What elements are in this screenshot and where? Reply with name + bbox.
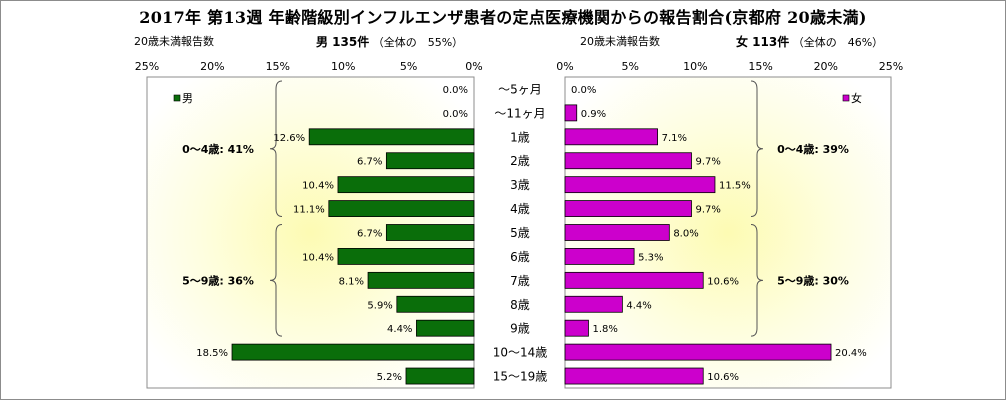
category-label: 1歳 <box>510 130 530 144</box>
male-bar <box>308 128 475 146</box>
right-series-header: 女 113件 （全体の 46%） <box>736 33 883 50</box>
left-axis-tick-label: 25% <box>135 60 159 73</box>
male-bar <box>396 295 475 313</box>
male-bar <box>328 200 475 217</box>
left-axis-tick-label: 10% <box>331 60 355 73</box>
left-axis-tick-label: 15% <box>266 60 290 73</box>
male-data-label: 5.2% <box>377 372 402 383</box>
left-axis-tick-label: 20% <box>200 60 224 73</box>
female-bar <box>564 248 635 265</box>
legend-label-male: 男 <box>182 92 193 105</box>
left-axis-tick-label: 5% <box>400 60 417 73</box>
female-data-label: 0.9% <box>581 109 606 120</box>
right-axis-tick-label: 15% <box>748 60 772 73</box>
left-series-count: 男 135件 <box>316 35 370 49</box>
right-axis-tick-label: 10% <box>683 60 707 73</box>
right-series-count: 女 113件 <box>736 35 790 49</box>
category-label: 8歳 <box>510 298 530 312</box>
female-data-label: 8.0% <box>673 229 698 240</box>
right-axis-tick-label: 25% <box>879 60 903 73</box>
female-data-label: 10.6% <box>707 372 739 383</box>
male-data-label: 8.1% <box>339 276 364 287</box>
male-data-label: 0.0% <box>443 85 468 96</box>
right-group-label: 5〜9歳: 30% <box>777 273 849 287</box>
category-label: 6歳 <box>510 250 530 264</box>
left-group-label: 0〜4歳: 41% <box>182 142 254 156</box>
male-data-label: 0.0% <box>443 109 468 120</box>
male-data-label: 4.4% <box>387 324 412 335</box>
female-data-label: 9.7% <box>695 157 720 168</box>
male-bar <box>385 152 475 170</box>
right-axis-tick-label: 0% <box>556 60 573 73</box>
category-label: 3歳 <box>510 178 530 192</box>
male-data-label: 12.6% <box>273 133 305 144</box>
left-series-share: （全体の 55%） <box>372 36 464 49</box>
right-group-brace <box>750 224 764 337</box>
left-group-brace <box>269 224 283 337</box>
female-bar <box>564 200 692 217</box>
category-label: 2歳 <box>510 154 530 168</box>
male-bar <box>385 224 475 241</box>
female-bar <box>564 343 832 361</box>
category-label: 4歳 <box>510 202 530 216</box>
right-series-share: （全体の 46%） <box>792 36 884 49</box>
female-bar <box>564 319 589 337</box>
male-data-label: 18.5% <box>196 348 228 359</box>
left-group-brace <box>269 80 283 218</box>
male-bar <box>405 367 475 385</box>
left-caption: 20歳未満報告数 <box>134 35 214 48</box>
right-axis-tick-label: 20% <box>814 60 838 73</box>
female-bar <box>564 128 658 146</box>
female-data-label: 1.8% <box>592 324 617 335</box>
male-data-label: 6.7% <box>357 229 382 240</box>
male-bar <box>367 271 475 289</box>
female-data-label: 0.0% <box>571 85 596 96</box>
left-group-label: 5〜9歳: 36% <box>182 273 254 287</box>
female-data-label: 5.3% <box>638 252 663 263</box>
female-bar <box>564 104 578 122</box>
male-data-label: 10.4% <box>302 252 334 263</box>
category-label: 10〜14歳 <box>493 346 548 360</box>
right-group-brace <box>750 80 764 218</box>
male-data-label: 11.1% <box>293 205 325 216</box>
female-data-label: 20.4% <box>835 348 867 359</box>
female-bar <box>564 224 670 241</box>
female-data-label: 7.1% <box>662 133 687 144</box>
male-bar <box>337 176 475 194</box>
female-bar <box>564 295 623 313</box>
left-axis-tick-label: 0% <box>465 60 482 73</box>
category-label: 9歳 <box>510 322 530 336</box>
male-bar <box>416 319 475 337</box>
category-label: 〜5ヶ月 <box>498 82 542 96</box>
left-series-header: 男 135件 （全体の 55%） <box>316 33 463 50</box>
male-data-label: 6.7% <box>357 157 382 168</box>
legend-swatch-female <box>842 94 850 102</box>
category-label: 〜11ヶ月 <box>494 106 545 120</box>
female-data-label: 10.6% <box>707 276 739 287</box>
female-data-label: 11.5% <box>719 181 751 192</box>
right-caption: 20歳未満報告数 <box>580 35 660 48</box>
female-bar <box>564 176 716 194</box>
category-label: 7歳 <box>510 274 530 288</box>
male-bar <box>231 343 475 361</box>
male-bar <box>337 248 475 265</box>
legend-swatch-male <box>173 94 181 102</box>
male-data-label: 10.4% <box>302 181 334 192</box>
legend-label-female: 女 <box>851 91 862 105</box>
chart-title: 2017年 第13週 年齢階級別インフルエンザ患者の定点医療機関からの報告割合(… <box>139 8 867 27</box>
right-axis-tick-label: 5% <box>621 60 638 73</box>
category-label: 15〜19歳 <box>493 370 548 384</box>
female-bar <box>564 152 692 170</box>
female-data-label: 9.7% <box>695 205 720 216</box>
female-bar <box>564 367 704 385</box>
male-data-label: 5.9% <box>367 300 392 311</box>
category-label: 5歳 <box>510 226 530 240</box>
female-data-label: 4.4% <box>626 300 651 311</box>
female-bar <box>564 271 704 289</box>
right-group-label: 0〜4歳: 39% <box>777 142 849 156</box>
